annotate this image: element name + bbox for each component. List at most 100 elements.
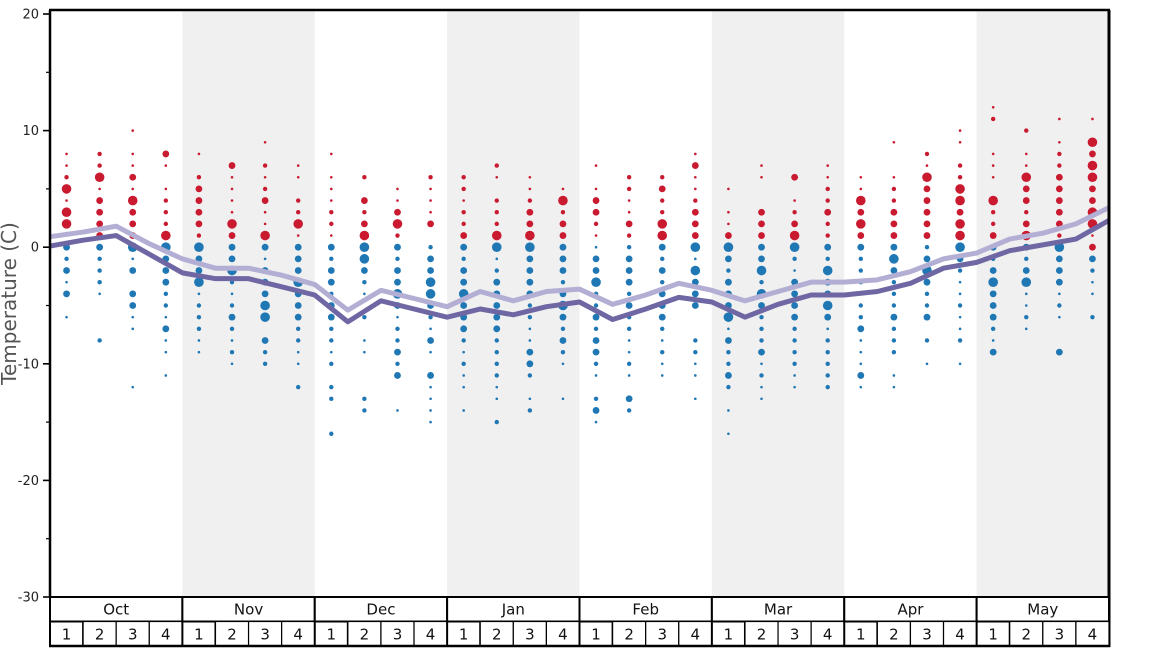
min-temp-dot — [526, 348, 534, 356]
max-temp-dot — [230, 210, 234, 214]
week-column-jan-1 — [458, 175, 469, 412]
max-temp-dot — [525, 230, 535, 241]
min-temp-dot — [693, 349, 698, 355]
min-temp-dot — [858, 314, 863, 320]
min-temp-dot — [891, 291, 897, 297]
max-temp-dot — [396, 187, 399, 191]
month-label-jan: Jan — [501, 601, 525, 619]
max-temp-dot — [691, 232, 699, 239]
min-temp-dot — [294, 267, 302, 274]
week-label: 3 — [525, 626, 535, 644]
min-temp-dot — [792, 349, 797, 355]
min-temp-dot — [495, 385, 499, 389]
min-temp-dot — [429, 409, 432, 412]
min-temp-dot — [891, 326, 897, 332]
max-temp-dot — [396, 199, 399, 202]
max-temp-dot — [891, 198, 897, 203]
week-label: 4 — [823, 626, 833, 644]
min-temp-dot — [63, 267, 70, 274]
max-temp-dot — [825, 233, 830, 238]
min-temp-dot — [163, 303, 169, 308]
week-label: 2 — [95, 626, 105, 644]
max-temp-dot — [1022, 185, 1030, 193]
max-temp-dot — [197, 152, 201, 156]
week-cell-apr-4 — [942, 620, 978, 647]
min-temp-dot — [428, 245, 433, 250]
min-temp-dot — [791, 313, 799, 321]
min-temp-dot — [924, 291, 930, 297]
min-temp-dot — [627, 339, 631, 342]
max-temp-dot — [559, 232, 567, 239]
min-temp-dot — [891, 349, 897, 355]
max-temp-dot — [1089, 243, 1096, 251]
max-temp-dot — [923, 220, 931, 228]
week-label: 2 — [492, 626, 502, 644]
min-temp-dot — [329, 350, 333, 354]
min-temp-dot — [593, 303, 599, 308]
min-temp-dot — [792, 361, 797, 366]
max-temp-dot — [462, 199, 465, 202]
y-tick-label: -10 — [18, 357, 39, 372]
max-temp-dot — [1091, 117, 1094, 121]
month-label-may: May — [1027, 601, 1058, 619]
week-cell-dec-1 — [313, 620, 349, 647]
max-temp-dot — [890, 208, 898, 216]
min-temp-dot — [989, 313, 997, 321]
max-temp-dot — [857, 208, 865, 216]
max-temp-dot — [1089, 150, 1096, 158]
max-temp-dot — [362, 210, 367, 215]
min-temp-dot — [859, 339, 863, 342]
min-temp-dot — [826, 327, 830, 331]
max-temp-dot — [923, 232, 931, 239]
min-temp-dot — [726, 268, 731, 273]
min-temp-dot — [658, 243, 666, 251]
week-column-dec-2 — [359, 175, 370, 413]
min-temp-dot — [493, 325, 501, 333]
min-temp-dot — [726, 349, 731, 355]
min-temp-dot — [1024, 256, 1029, 262]
min-temp-dot — [791, 290, 799, 298]
max-temp-dot — [528, 187, 532, 191]
month-cell-nov — [181, 596, 316, 623]
max-temp-dot — [163, 221, 169, 227]
max-temp-dot — [758, 208, 765, 216]
min-temp-dot — [129, 302, 137, 309]
max-temp-dot — [262, 186, 268, 192]
max-temp-dot — [657, 219, 668, 229]
min-temp-dot — [461, 338, 466, 343]
min-temp-dot — [857, 325, 865, 333]
min-temp-dot — [957, 338, 963, 343]
min-temp-dot — [726, 361, 731, 366]
week-label: 2 — [889, 626, 899, 644]
min-temp-dot — [725, 255, 732, 263]
min-temp-dot — [491, 242, 502, 252]
min-temp-dot — [527, 303, 533, 308]
min-temp-dot — [494, 338, 499, 343]
min-temp-dot — [229, 349, 235, 355]
min-temp-dot — [129, 267, 137, 274]
max-temp-dot — [161, 230, 171, 241]
max-temp-dot — [131, 187, 135, 191]
week-column-dec-4 — [425, 175, 436, 424]
max-temp-dot — [792, 210, 797, 215]
max-temp-dot — [263, 222, 267, 226]
max-temp-dot — [65, 199, 68, 202]
min-temp-dot — [528, 327, 532, 331]
week-cell-may-2 — [1009, 620, 1044, 647]
min-temp-dot — [462, 374, 465, 377]
max-temp-dot — [958, 140, 962, 144]
max-temp-dot — [1089, 185, 1096, 193]
max-temp-dot — [227, 219, 237, 229]
min-temp-dot — [958, 362, 962, 366]
min-temp-dot — [363, 292, 366, 296]
min-temp-dot — [230, 292, 234, 296]
min-temp-dot — [363, 350, 366, 354]
week-label: 4 — [558, 626, 568, 644]
min-temp-dot — [594, 374, 598, 377]
min-temp-dot — [495, 397, 499, 401]
max-temp-dot — [261, 197, 269, 204]
min-temp-dot — [625, 278, 633, 286]
min-temp-dot — [197, 350, 201, 354]
min-temp-dot — [162, 278, 170, 286]
min-temp-dot — [859, 350, 863, 354]
